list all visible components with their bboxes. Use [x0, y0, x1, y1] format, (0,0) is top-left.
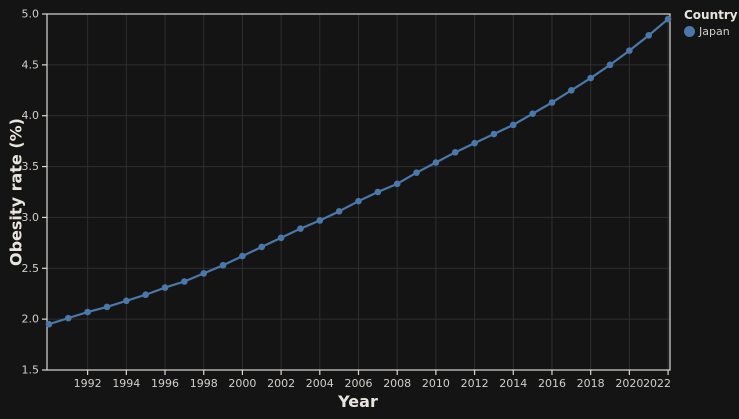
data-point	[142, 291, 149, 299]
x-tick-label: 2016	[538, 377, 566, 390]
data-point	[664, 15, 672, 23]
y-tick-label: 3.0	[22, 211, 40, 224]
x-tick-label: 2006	[345, 377, 373, 390]
y-tick-label: 4.0	[22, 109, 40, 122]
data-point	[355, 197, 362, 205]
legend-marker-icon	[684, 26, 695, 37]
data-point	[219, 261, 227, 269]
data-point	[123, 297, 130, 305]
data-point	[451, 149, 459, 156]
x-tick-label: 2014	[499, 377, 527, 390]
data-point	[471, 139, 478, 147]
data-point	[626, 47, 633, 54]
x-axis-label: Year	[338, 392, 378, 411]
y-tick-label: 4.5	[22, 58, 40, 71]
y-tick-label: 3.5	[22, 160, 40, 173]
data-point	[432, 159, 440, 166]
data-point	[374, 188, 382, 196]
legend-title: Country	[684, 8, 738, 22]
data-point	[200, 270, 208, 277]
legend: Country Japan	[684, 8, 738, 38]
data-point	[277, 234, 285, 242]
data-point	[568, 86, 575, 94]
data-point	[316, 217, 324, 224]
data-point	[393, 180, 401, 188]
x-tick-label: 2018	[577, 377, 605, 390]
data-point	[161, 284, 169, 291]
y-tick-label: 2.0	[22, 313, 40, 326]
data-point	[297, 225, 304, 232]
x-tick-label: 2012	[461, 377, 489, 390]
x-tick-label: 2008	[383, 377, 411, 390]
data-point	[335, 208, 343, 215]
legend-entry-label: Japan	[699, 25, 730, 38]
x-tick-label: 2010	[422, 377, 450, 390]
x-tick-label: 1998	[190, 377, 218, 390]
y-tick-label: 5.0	[22, 8, 40, 21]
x-tick-label: 2022	[643, 377, 671, 390]
data-point	[181, 278, 188, 285]
x-tick-label: 2004	[306, 377, 334, 390]
x-tick-label: 2000	[228, 377, 256, 390]
x-tick-label: 1994	[112, 377, 140, 390]
x-tick-label: 2002	[267, 377, 295, 390]
data-point	[64, 314, 72, 322]
y-axis-label: Obesity rate (%)	[6, 118, 26, 266]
data-point	[45, 320, 53, 328]
data-point	[239, 252, 246, 260]
y-tick-label: 1.5	[22, 364, 40, 377]
x-tick-label: 1996	[151, 377, 179, 390]
y-tick-label: 2.5	[22, 262, 40, 275]
x-tick-label: 1992	[74, 377, 102, 390]
data-point	[258, 243, 266, 251]
data-point	[413, 169, 420, 176]
x-tick-label: 2020	[615, 377, 643, 390]
legend-entry-japan: Japan	[684, 25, 738, 38]
data-point	[645, 32, 653, 39]
data-point	[103, 303, 111, 311]
data-point	[84, 308, 91, 316]
data-point	[490, 130, 498, 138]
data-point	[606, 61, 614, 69]
data-point	[587, 74, 594, 82]
data-point	[529, 110, 536, 117]
data-point	[509, 121, 517, 129]
data-point	[548, 99, 556, 106]
